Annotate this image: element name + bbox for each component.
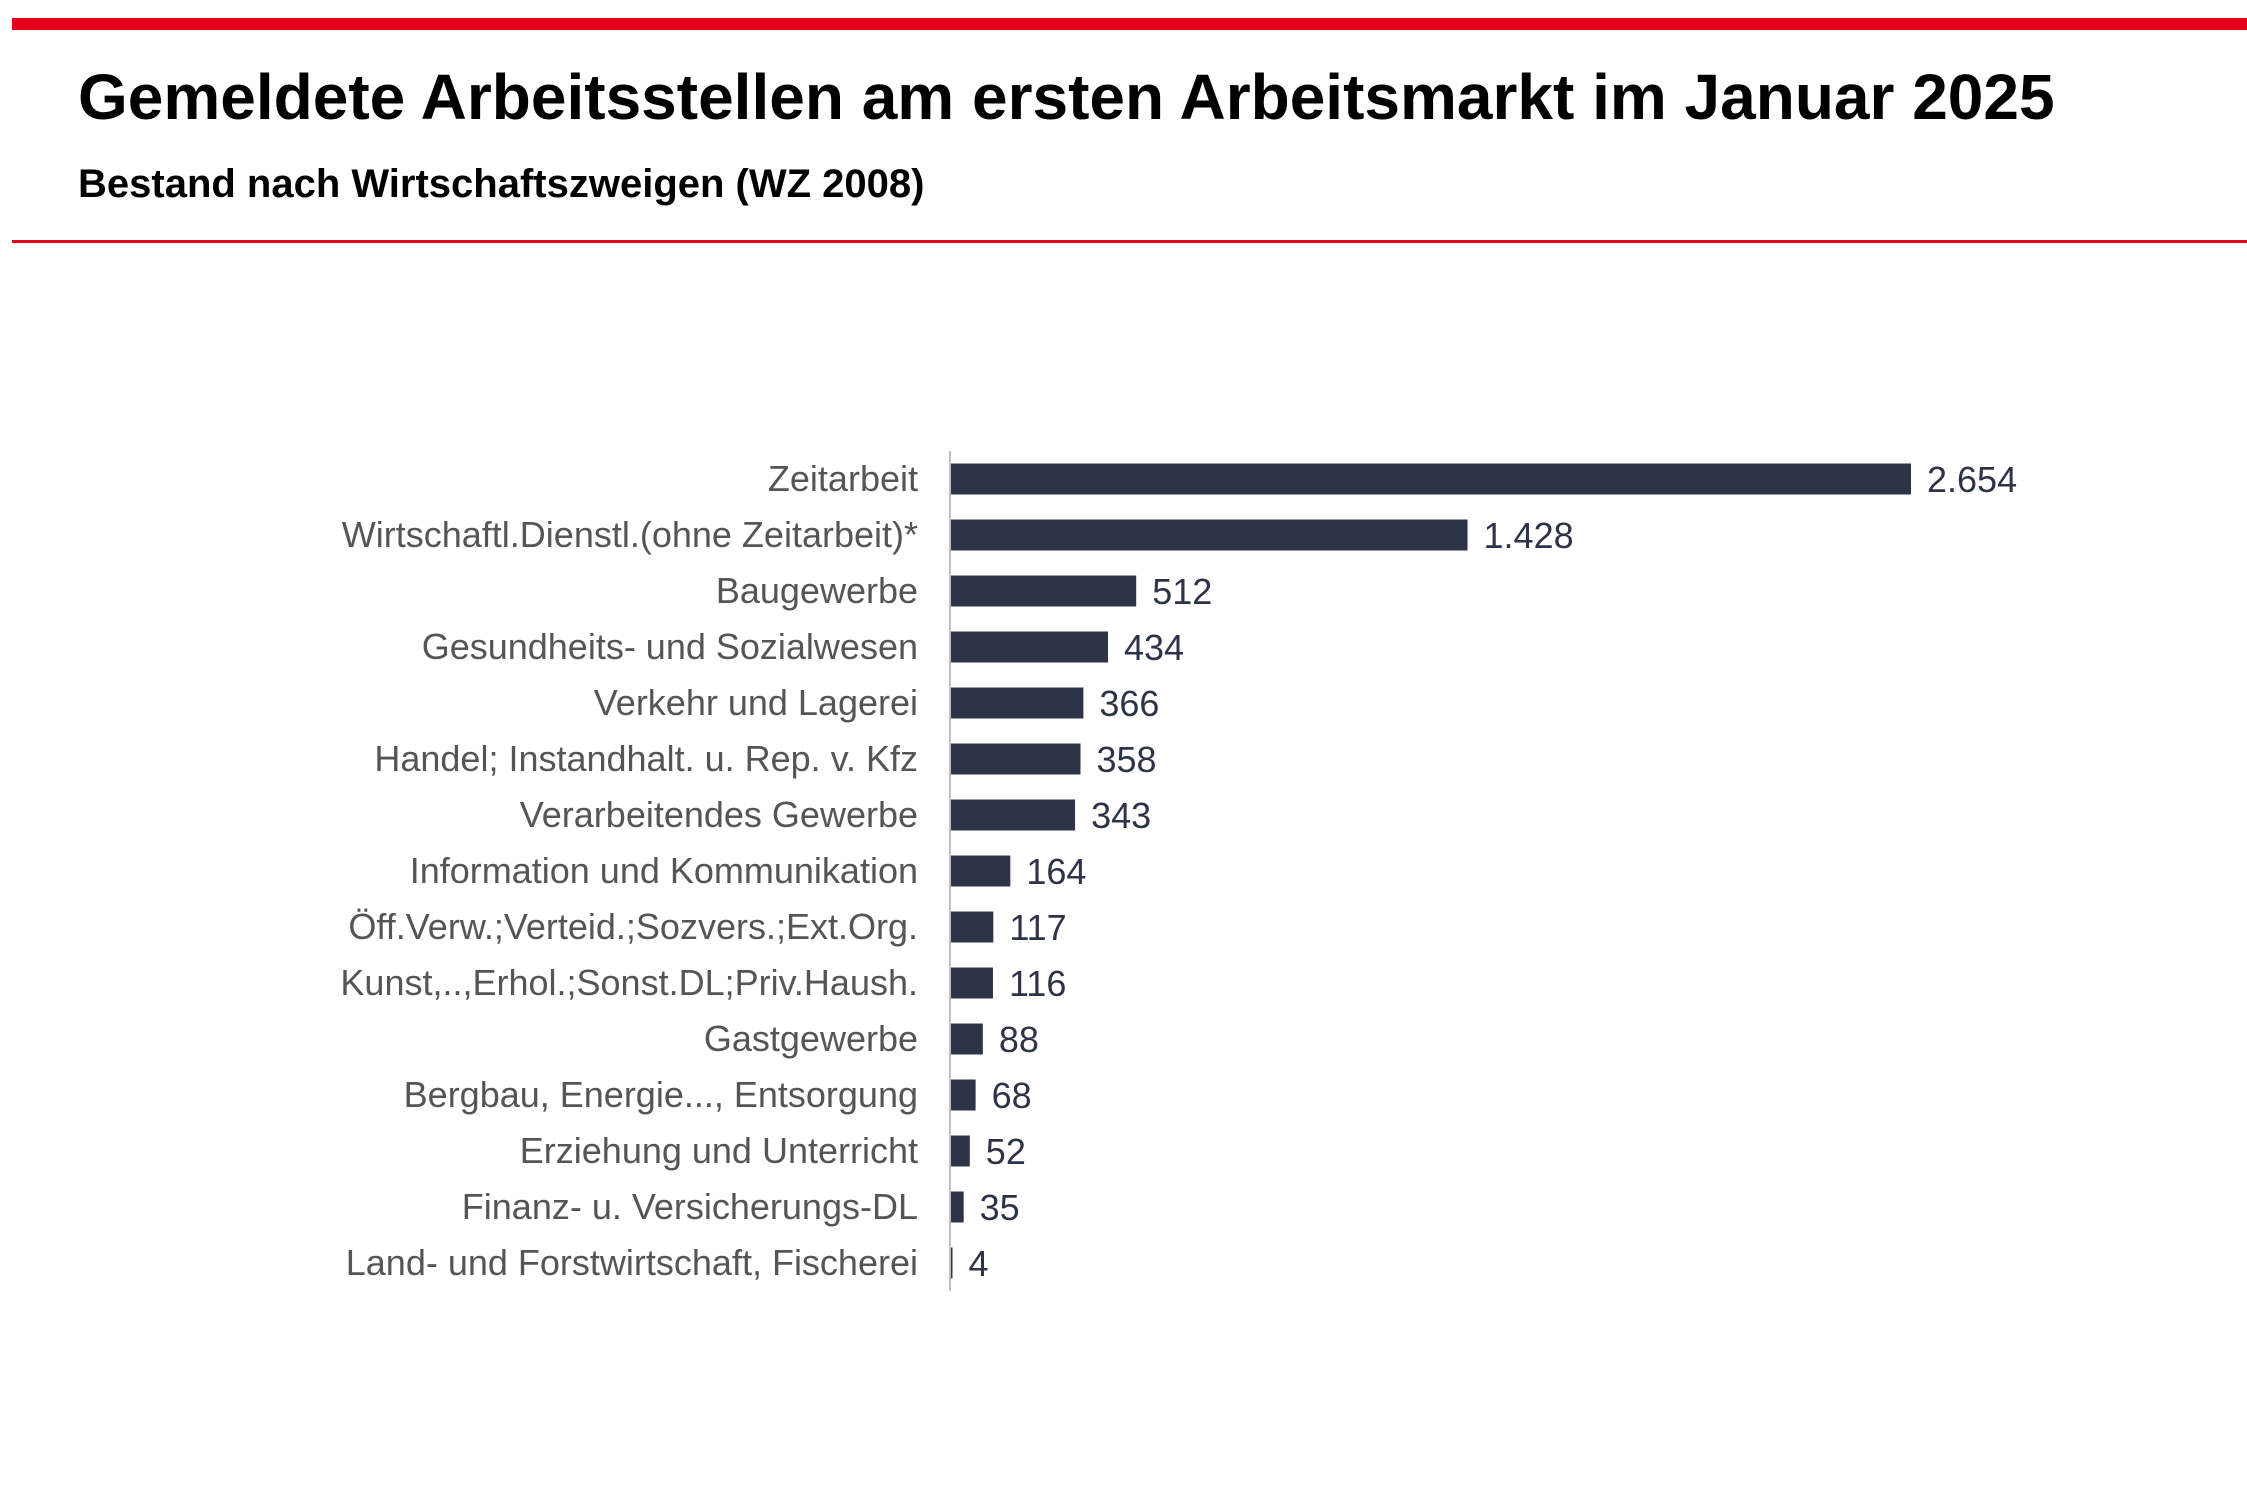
category-label: Handel; Instandhalt. u. Rep. v. Kfz [374, 738, 918, 779]
chart-subtitle: Bestand nach Wirtschaftszweigen (WZ 2008… [78, 162, 925, 206]
category-label: Land- und Forstwirtschaft, Fischerei [346, 1242, 918, 1283]
value-label: 1.428 [1484, 515, 1574, 556]
value-label: 116 [1009, 963, 1066, 1004]
value-label: 2.654 [1927, 459, 2017, 500]
value-label: 4 [969, 1243, 989, 1284]
category-label: Baugewerbe [716, 570, 918, 611]
bar [951, 1191, 964, 1223]
value-label: 68 [992, 1075, 1032, 1116]
category-label: Finanz- u. Versicherungs-DL [462, 1186, 918, 1227]
category-label: Information und Kommunikation [410, 850, 918, 891]
category-label: Kunst,..,Erhol.;Sonst.DL;Priv.Haush. [340, 962, 918, 1003]
value-label: 434 [1124, 627, 1184, 668]
bar [951, 463, 1911, 495]
bar [951, 687, 1084, 719]
bar [951, 967, 993, 999]
category-label: Wirtschaftl.Dienstl.(ohne Zeitarbeit)* [342, 514, 918, 555]
bar [951, 911, 994, 943]
category-label: Gastgewerbe [704, 1018, 918, 1059]
bar [951, 1135, 970, 1167]
value-label: 358 [1096, 739, 1156, 780]
bar [951, 1247, 953, 1279]
bar [951, 799, 1076, 831]
value-label: 366 [1099, 683, 1159, 724]
value-label: 52 [986, 1131, 1026, 1172]
value-label: 512 [1152, 571, 1212, 612]
value-label: 88 [999, 1019, 1039, 1060]
category-label: Verarbeitendes Gewerbe [520, 794, 918, 835]
bar [951, 575, 1137, 607]
bar [951, 1023, 983, 1055]
bar [951, 1079, 976, 1111]
value-label: 35 [980, 1187, 1020, 1228]
bar [951, 855, 1011, 887]
bar [951, 519, 1468, 551]
bar [951, 631, 1108, 663]
category-label: Erziehung und Unterricht [520, 1130, 918, 1171]
header-divider [12, 240, 2247, 243]
value-label: 164 [1026, 851, 1086, 892]
category-label: Öff.Verw.;Verteid.;Sozvers.;Ext.Org. [348, 906, 918, 947]
value-label: 343 [1091, 795, 1151, 836]
chart-title: Gemeldete Arbeitsstellen am ersten Arbei… [78, 61, 2055, 133]
category-label: Zeitarbeit [768, 458, 918, 499]
category-label: Bergbau, Energie..., Entsorgung [404, 1074, 918, 1115]
value-label: 117 [1009, 907, 1066, 948]
bar [951, 743, 1081, 775]
category-label: Verkehr und Lagerei [594, 682, 918, 723]
category-label: Gesundheits- und Sozialwesen [422, 626, 918, 667]
top-accent-bar [12, 18, 2247, 30]
